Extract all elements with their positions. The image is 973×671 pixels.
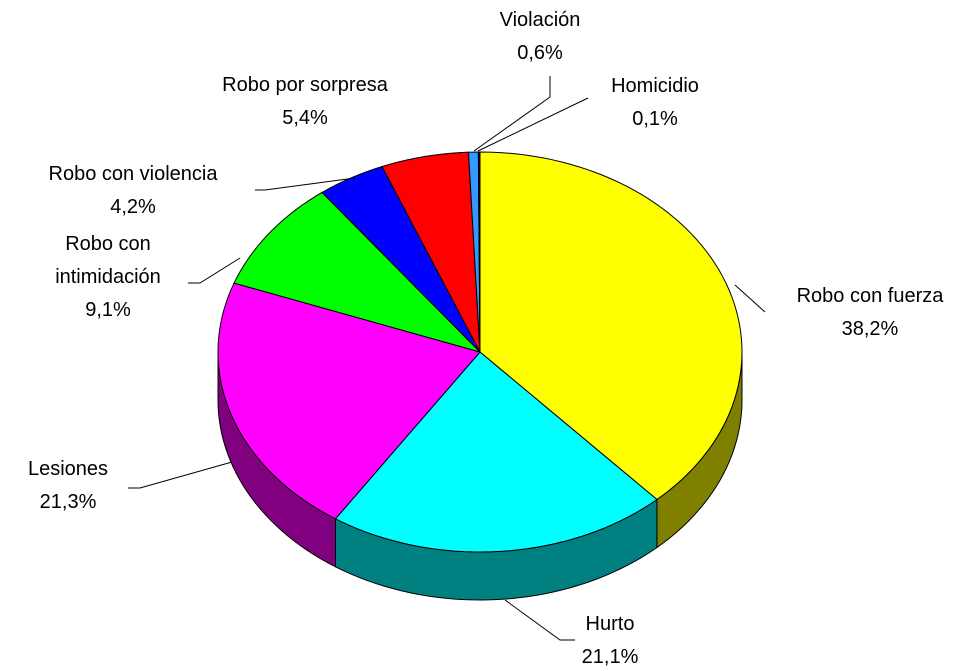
slice	[479, 151, 743, 501]
slice-label: Hurto 21,1%	[582, 608, 639, 671]
value-label: 0,6%	[517, 42, 563, 64]
slice-label: Lesiones 21,3%	[28, 453, 108, 519]
slice	[217, 282, 481, 520]
leader-line	[255, 177, 356, 191]
slice-label: Robo con violencia 4,2%	[49, 158, 218, 224]
leader-line	[477, 97, 589, 152]
category-name: Homicidio	[611, 75, 699, 97]
slice-label: Robo por sorpresa 5,4%	[222, 69, 388, 135]
leader-line	[734, 284, 766, 313]
slice	[381, 151, 481, 353]
slice	[334, 351, 658, 553]
value-label: 21,3%	[39, 491, 97, 513]
slice-label: Robo con intimidación 9,1%	[33, 228, 183, 327]
category-name: Hurto	[585, 613, 635, 635]
slice	[321, 165, 481, 353]
slice	[477, 151, 481, 353]
leader-line	[188, 257, 241, 284]
category-name: Robo por sorpresa	[222, 74, 388, 96]
leader-line	[473, 76, 551, 152]
leader-line	[504, 599, 575, 641]
category-name: Robo con intimidación	[55, 233, 161, 288]
value-label: 9,1%	[85, 299, 131, 321]
category-name: Robo con fuerza	[796, 285, 944, 307]
category-name: Violación	[499, 9, 581, 31]
value-label: 21,1%	[581, 646, 639, 668]
slice-label: Robo con fuerza 38,2%	[797, 280, 944, 346]
value-label: 38,2%	[841, 318, 899, 340]
slice	[233, 191, 482, 353]
category-name: Robo con violencia	[48, 163, 218, 185]
leader-line	[128, 461, 233, 489]
value-label: 0,1%	[632, 108, 678, 130]
slice-label: Violación 0,6%	[500, 4, 581, 70]
category-name: Lesiones	[27, 458, 109, 480]
value-label: 5,4%	[282, 107, 328, 129]
value-label: 4,2%	[110, 196, 156, 218]
slice-label: Homicidio 0,1%	[611, 70, 699, 136]
